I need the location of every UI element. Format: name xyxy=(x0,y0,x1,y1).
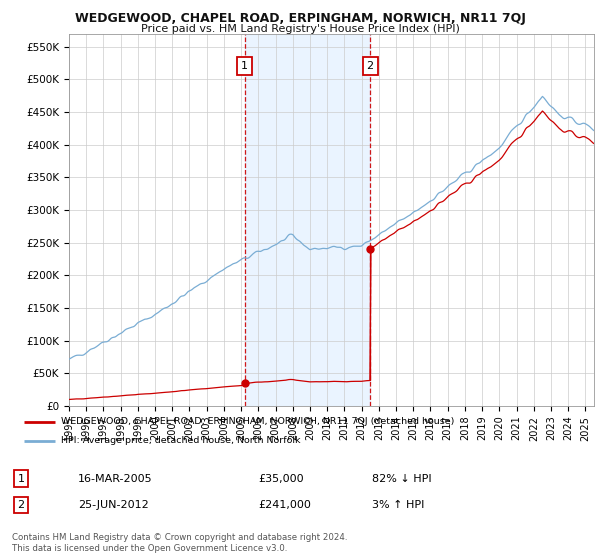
Text: 1: 1 xyxy=(17,474,25,484)
Text: £35,000: £35,000 xyxy=(258,474,304,484)
Text: 3% ↑ HPI: 3% ↑ HPI xyxy=(372,500,424,510)
Text: HPI: Average price, detached house, North Norfolk: HPI: Average price, detached house, Nort… xyxy=(61,436,301,445)
Text: 2: 2 xyxy=(17,500,25,510)
Text: 82% ↓ HPI: 82% ↓ HPI xyxy=(372,474,431,484)
Text: 25-JUN-2012: 25-JUN-2012 xyxy=(78,500,149,510)
Text: WEDGEWOOD, CHAPEL ROAD, ERPINGHAM, NORWICH, NR11 7QJ: WEDGEWOOD, CHAPEL ROAD, ERPINGHAM, NORWI… xyxy=(74,12,526,25)
Text: 16-MAR-2005: 16-MAR-2005 xyxy=(78,474,152,484)
Text: 1: 1 xyxy=(241,61,248,71)
Text: Price paid vs. HM Land Registry's House Price Index (HPI): Price paid vs. HM Land Registry's House … xyxy=(140,24,460,34)
Text: £241,000: £241,000 xyxy=(258,500,311,510)
Text: Contains HM Land Registry data © Crown copyright and database right 2024.
This d: Contains HM Land Registry data © Crown c… xyxy=(12,533,347,553)
Bar xyxy=(245,34,370,406)
Text: 2: 2 xyxy=(367,61,374,71)
Text: WEDGEWOOD, CHAPEL ROAD, ERPINGHAM, NORWICH, NR11 7QJ (detached house): WEDGEWOOD, CHAPEL ROAD, ERPINGHAM, NORWI… xyxy=(61,417,455,426)
